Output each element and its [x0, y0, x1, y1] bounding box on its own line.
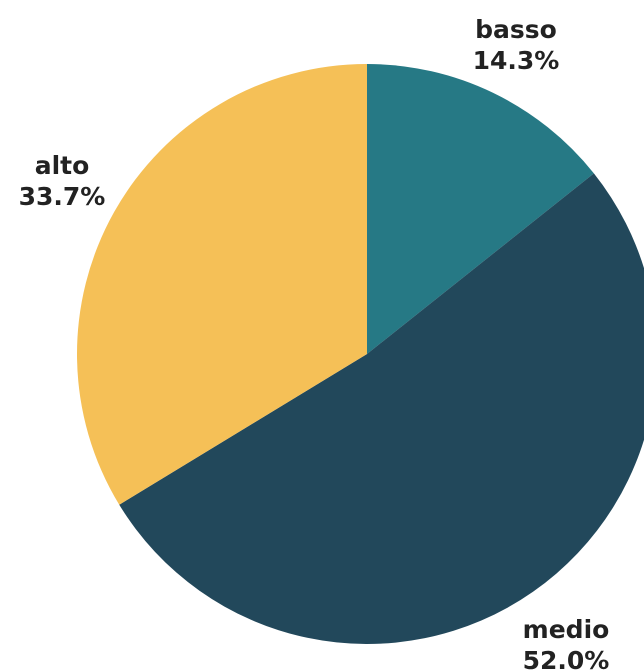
- pie-slices: [77, 64, 644, 644]
- slice-value-label-medio: 52.0%: [523, 646, 610, 672]
- slice-label-alto: alto: [35, 151, 90, 180]
- slice-value-label-alto: 33.7%: [19, 182, 106, 211]
- slice-label-basso: basso: [475, 15, 557, 44]
- slice-label-medio: medio: [523, 615, 610, 644]
- slice-value-label-basso: 14.3%: [473, 46, 560, 75]
